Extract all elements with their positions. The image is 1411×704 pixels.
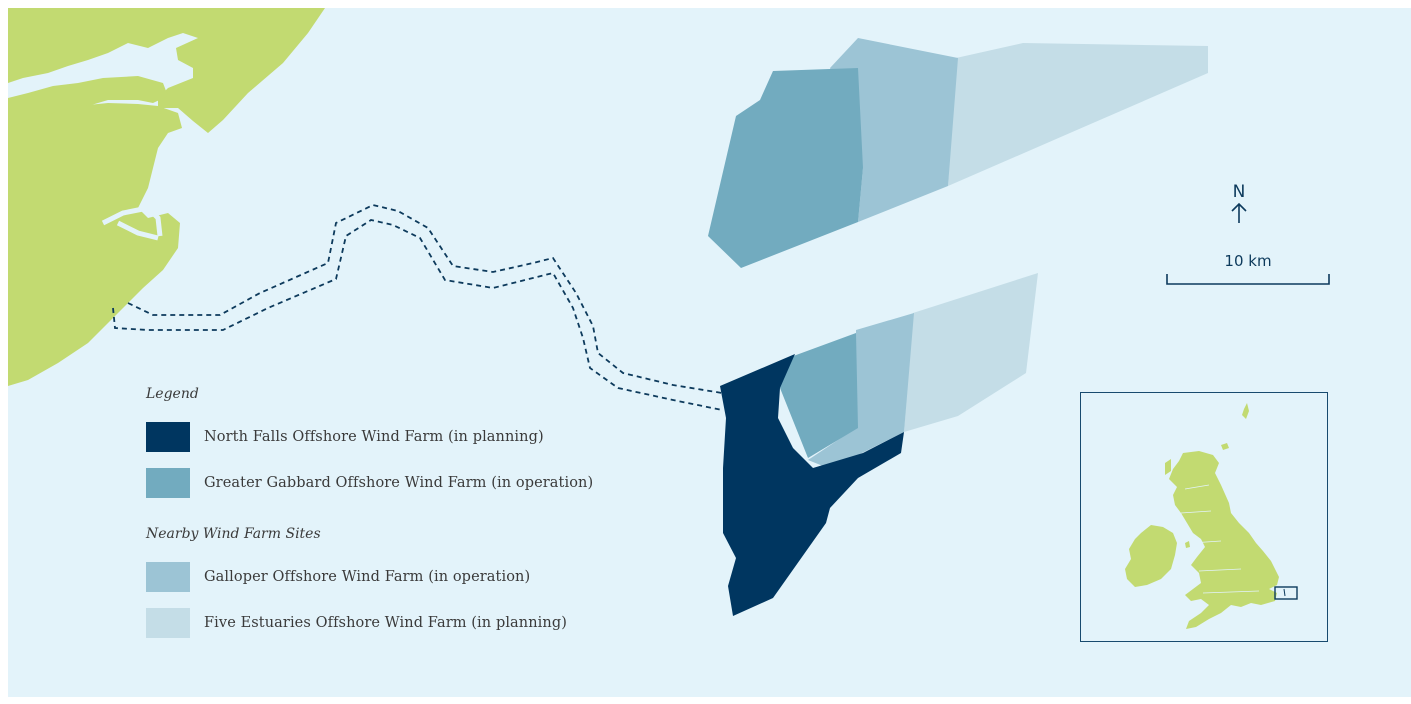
five-estuaries-wind-farm[interactable] bbox=[904, 43, 1208, 432]
greater-gabbard-south-area[interactable] bbox=[780, 333, 858, 458]
five-estuaries-south-area[interactable] bbox=[904, 273, 1038, 432]
coastline-land bbox=[8, 8, 325, 386]
legend-label: North Falls Offshore Wind Farm (in plann… bbox=[204, 429, 544, 445]
north-falls-wind-farm[interactable] bbox=[720, 354, 904, 616]
uk-outline-map bbox=[1125, 403, 1298, 629]
north-arrow-icon bbox=[1231, 202, 1247, 223]
galloper-north-area[interactable] bbox=[830, 38, 958, 222]
greater-gabbard-north-area[interactable] bbox=[708, 68, 863, 268]
cable-route-upper bbox=[127, 204, 723, 394]
legend-label: Five Estuaries Offshore Wind Farm (in pl… bbox=[204, 615, 567, 631]
legend-swatch bbox=[146, 562, 190, 592]
legend-swatch bbox=[146, 608, 190, 638]
legend-label: Greater Gabbard Offshore Wind Farm (in o… bbox=[204, 475, 594, 491]
legend-heading: Legend bbox=[146, 386, 199, 402]
essex-land bbox=[8, 103, 182, 386]
cable-route-lower bbox=[112, 219, 723, 411]
great-britain-land bbox=[1169, 451, 1279, 629]
shetland-land bbox=[1242, 403, 1249, 419]
legend-swatch bbox=[146, 468, 190, 498]
orkney-land bbox=[1221, 443, 1229, 450]
legend: Legend North Falls Offshore Wind Farm (i… bbox=[146, 384, 593, 654]
legend-item-five-estuaries[interactable]: Five Estuaries Offshore Wind Farm (in pl… bbox=[146, 608, 593, 638]
legend-item-north-falls[interactable]: North Falls Offshore Wind Farm (in plann… bbox=[146, 422, 593, 452]
north-arrow: N bbox=[1219, 183, 1259, 229]
export-cable-route bbox=[112, 204, 723, 411]
scale-label: 10 km bbox=[1224, 252, 1272, 270]
map-layer bbox=[8, 8, 1208, 616]
suffolk-land bbox=[8, 8, 325, 133]
galloper-wind-farm[interactable] bbox=[808, 38, 958, 468]
north-falls-area[interactable] bbox=[720, 354, 904, 616]
five-estuaries-north-area[interactable] bbox=[948, 43, 1208, 186]
north-letter: N bbox=[1232, 182, 1246, 202]
isle-of-man-land bbox=[1185, 541, 1190, 548]
galloper-south-area[interactable] bbox=[808, 313, 914, 468]
legend-label: Galloper Offshore Wind Farm (in operatio… bbox=[204, 569, 531, 585]
greater-gabbard-wind-farm[interactable] bbox=[708, 68, 863, 458]
legend-swatch bbox=[146, 422, 190, 452]
creeks bbox=[101, 205, 163, 241]
legend-item-greater-gabbard[interactable]: Greater Gabbard Offshore Wind Farm (in o… bbox=[146, 468, 593, 498]
hebrides-land bbox=[1165, 459, 1171, 475]
legend-nearby-heading: Nearby Wind Farm Sites bbox=[146, 526, 321, 542]
scale-bar: 10 km bbox=[1166, 248, 1330, 288]
map-canvas[interactable]: Legend North Falls Offshore Wind Farm (i… bbox=[8, 8, 1411, 697]
legend-item-galloper[interactable]: Galloper Offshore Wind Farm (in operatio… bbox=[146, 562, 593, 592]
inset-focus-box bbox=[1274, 586, 1298, 600]
scale-bar-icon bbox=[1166, 274, 1330, 285]
inset-locator-map[interactable] bbox=[1080, 392, 1328, 642]
ireland-land bbox=[1125, 525, 1177, 587]
